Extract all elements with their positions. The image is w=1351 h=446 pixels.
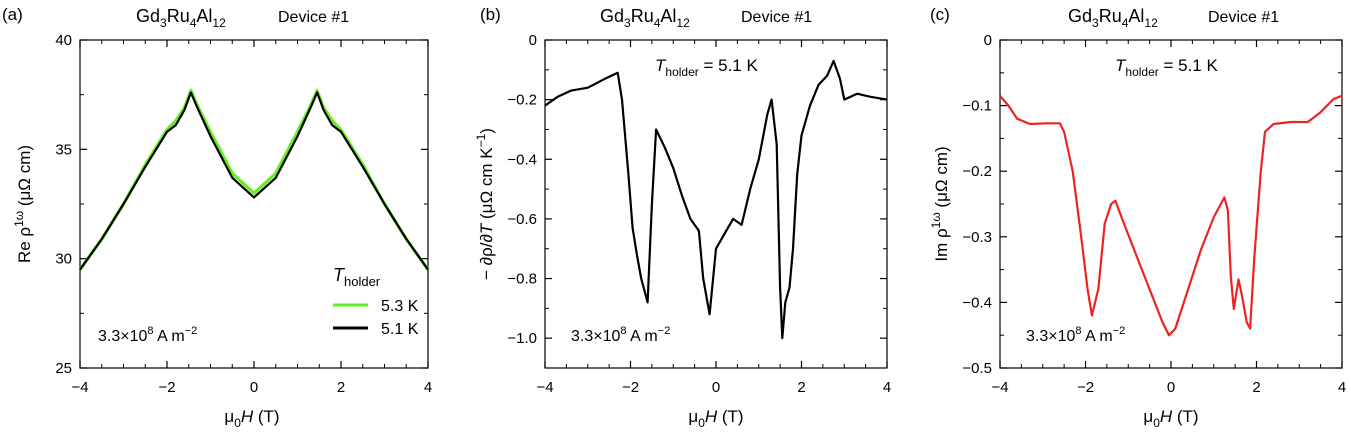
y-tick-label: −1.0 (507, 330, 537, 347)
y-tick-label: 0 (984, 32, 992, 49)
y-tick-label: −0.1 (962, 98, 992, 115)
panel-c-plot-frame (999, 39, 1343, 369)
y-tick-label: 30 (55, 251, 72, 268)
panel-label-c: (c) (930, 5, 950, 24)
x-tick-label: 0 (712, 379, 720, 396)
x-tick-label: −4 (536, 379, 553, 396)
panel-b-device: Device #1 (741, 9, 812, 26)
x-tick-label: 0 (250, 379, 258, 396)
panel-c-current-annotation: 3.3×108 A m−2 (1026, 325, 1125, 345)
x-tick-label: −2 (158, 379, 175, 396)
x-tick-label: 0 (1167, 379, 1175, 396)
panel-c-title: Gd3Ru4Al12 (1068, 6, 1158, 30)
series-line-5-3-K (78, 88, 430, 271)
panel-c-device: Device #1 (1208, 9, 1279, 26)
panel-c-xlabel: μ0H (T) (1143, 407, 1198, 430)
panel-a-device: Device #1 (278, 9, 349, 26)
panel-b-holder-temperature: Tholder = 5.1 K (655, 56, 758, 79)
panel-a: (a) Gd3Ru4Al12 Device #1 −4 −2 0 2 4 25 30 35 40… (2, 5, 432, 430)
x-tick-label: −4 (71, 379, 88, 396)
y-tick-label: −0.5 (962, 360, 992, 377)
y-tick-label: −0.4 (507, 151, 537, 168)
legend-title: Tholder (333, 265, 381, 289)
x-tick-label: −2 (622, 379, 639, 396)
panel-b: (b) Gd3Ru4Al12 Device #1 −4 −2 0 2 4 −1.0 −0.8… (474, 5, 891, 430)
legend-label-5-3K: 5.3 K (381, 298, 419, 315)
y-tick-label: −0.8 (507, 271, 537, 288)
y-tick-label: −0.2 (507, 92, 537, 109)
y-tick-label: 25 (55, 360, 72, 377)
y-tick-label: −0.3 (962, 229, 992, 246)
panel-b-ylabel: − ∂ρ/∂T (μΩ cm K−1) (474, 128, 496, 280)
x-tick-label: 4 (424, 379, 432, 396)
panel-b-title: Gd3Ru4Al12 (600, 6, 690, 30)
panel-label-b: (b) (480, 5, 501, 24)
x-tick-label: 4 (1338, 379, 1346, 396)
legend: Tholder 5.3 K 5.1 K (333, 265, 419, 338)
y-tick-label: 35 (55, 141, 72, 158)
panel-a-title: Gd3Ru4Al12 (136, 6, 226, 30)
y-tick-label: 0 (529, 32, 537, 49)
y-tick-label: −0.2 (962, 163, 992, 180)
y-tick-label: −0.4 (962, 294, 992, 311)
x-tick-label: 4 (883, 379, 891, 396)
panel-a-xlabel: μ0H (T) (224, 407, 279, 430)
x-tick-label: 2 (797, 379, 805, 396)
legend-label-5-1K: 5.1 K (381, 321, 419, 338)
x-tick-label: 2 (337, 379, 345, 396)
panel-c-ylabel: Im ρ1ω (μΩ cm) (929, 146, 951, 261)
x-tick-label: −2 (1077, 379, 1094, 396)
y-tick-label: 40 (55, 32, 72, 49)
series-line-5-1-K (999, 94, 1343, 337)
y-tick-label: −0.6 (507, 211, 537, 228)
panel-b-xlabel: μ0H (T) (688, 407, 743, 430)
panel-b-plot-frame (544, 39, 888, 369)
x-tick-label: 2 (1252, 379, 1260, 396)
panel-a-ylabel: Re ρ1ω (μΩ cm) (12, 145, 34, 263)
panel-a-plot-frame (79, 39, 429, 369)
series-line-5-1-K (79, 91, 429, 271)
series-line-5-1-K (544, 59, 888, 340)
x-tick-label: −4 (991, 379, 1008, 396)
panel-c: (c) Gd3Ru4Al12 Device #1 −4 −2 0 2 4 −0.5 −0.4… (929, 5, 1346, 430)
panel-label-a: (a) (2, 5, 23, 24)
panel-b-current-annotation: 3.3×108 A m−2 (571, 325, 670, 345)
panel-a-current-annotation: 3.3×108 A m−2 (98, 325, 197, 345)
panel-c-holder-temperature: Tholder = 5.1 K (1115, 56, 1218, 79)
